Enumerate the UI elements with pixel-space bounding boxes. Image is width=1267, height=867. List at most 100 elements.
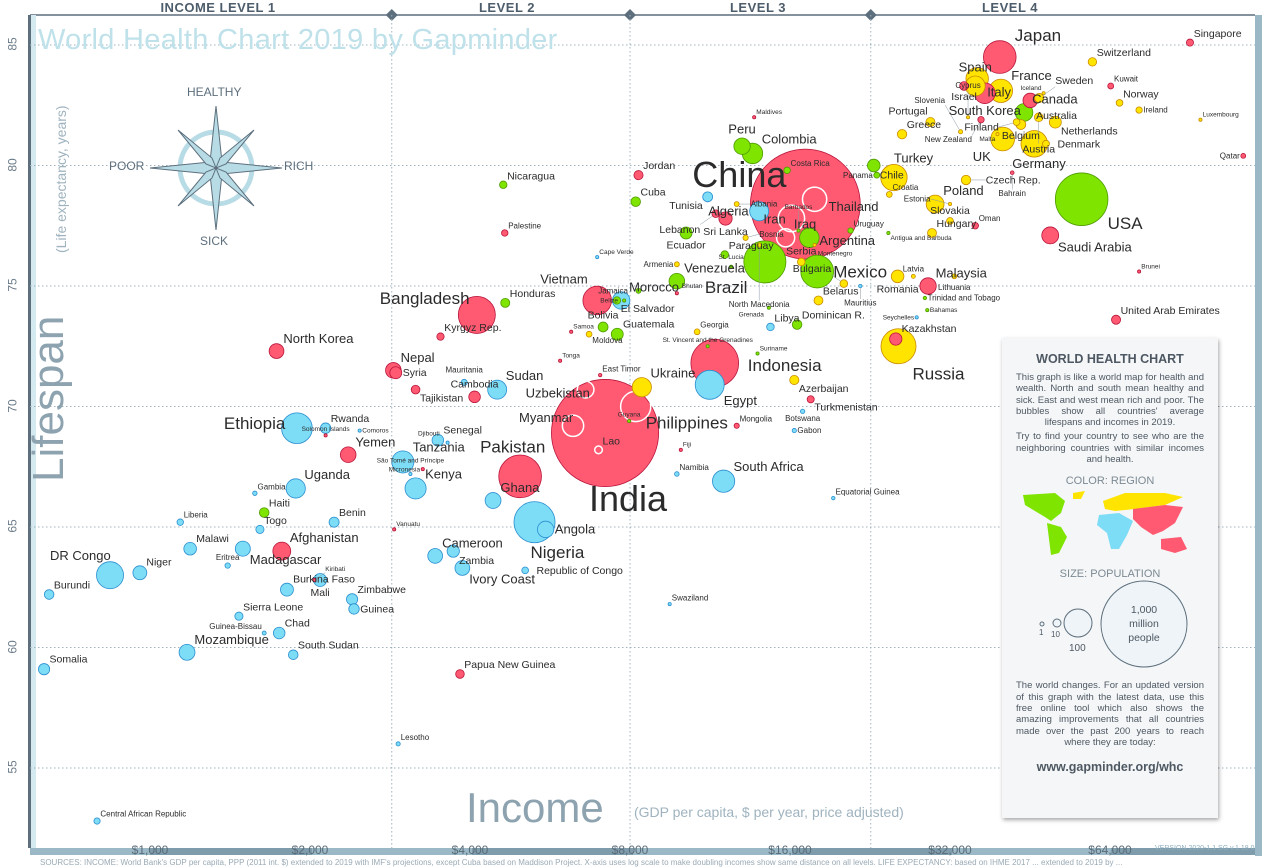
country-bubble <box>1198 117 1203 122</box>
country-label: Bahrain <box>998 189 1026 198</box>
country-bubble <box>712 469 736 493</box>
country-bubble <box>693 328 701 336</box>
country-label: Guinea <box>360 603 394 615</box>
country-label: Mali <box>311 587 330 599</box>
country-label: Iraq <box>794 217 816 232</box>
country-label: Israel <box>951 91 977 103</box>
country-bubble <box>404 477 427 500</box>
country-label: Ivory Coast <box>469 571 535 586</box>
country-label: Russia <box>913 364 966 383</box>
country-bubble <box>255 524 265 534</box>
country-label: Bahamas <box>930 307 958 314</box>
country-label: St. Lucia <box>719 254 745 261</box>
country-label: Italy <box>987 84 1011 99</box>
country-label: Sweden <box>1055 75 1093 87</box>
country-bubble <box>960 174 972 186</box>
country-bubble <box>791 319 803 330</box>
country-bubble <box>312 578 317 583</box>
country-label: Peru <box>728 122 755 137</box>
country-label: Japan <box>1015 26 1061 45</box>
country-labels: China India USA Indonesia Pakistan Brazil Nige… <box>50 26 1242 819</box>
country-label: Lebanon <box>659 224 700 236</box>
country-bubble <box>460 378 468 386</box>
country-label: Switzerland <box>1097 47 1151 59</box>
income-level-4-label: LEVEL 4 <box>981 0 1039 15</box>
country-bubble <box>983 40 1017 74</box>
country-label: Moldova <box>592 336 623 345</box>
y-tick-label: 85 <box>5 37 20 51</box>
country-bubble <box>766 305 771 310</box>
country-label: Bulgaria <box>793 263 832 275</box>
country-label: Benin <box>339 507 366 519</box>
country-bubble <box>783 166 791 174</box>
country-label: Malawi <box>196 533 229 545</box>
country-bubble <box>598 373 603 378</box>
country-label: Estonia <box>904 195 931 204</box>
country-bubble <box>752 115 757 120</box>
country-label: Angola <box>555 522 596 537</box>
country-label: Barbados <box>785 204 814 211</box>
compass-north-label: HEALTHY <box>187 85 242 99</box>
country-bubble <box>977 116 985 124</box>
country-bubble <box>880 163 908 192</box>
country-label: Saudi Arabia <box>1058 240 1132 255</box>
country-label: Tunisia <box>669 200 703 212</box>
country-bubble <box>925 194 945 214</box>
panel-find-country: Try to find your country to see who are … <box>1016 431 1204 466</box>
country-label: Somalia <box>50 654 88 666</box>
country-label: Mexico <box>833 263 887 282</box>
x-tick-label: $32,000 <box>928 843 972 857</box>
country-label: Germany <box>1012 156 1066 171</box>
country-bubble <box>705 344 710 349</box>
country-bubble <box>756 242 762 248</box>
compass-west-label: POOR <box>109 159 145 173</box>
country-label: Grenada <box>739 312 765 319</box>
compass-south-label: SICK <box>200 234 229 248</box>
country-label: Yemen <box>355 434 395 449</box>
country-label: Philippines <box>646 414 728 433</box>
country-bubble <box>395 741 401 747</box>
x-tick-label: $16,000 <box>768 843 812 857</box>
country-label: Nigeria <box>531 543 585 562</box>
country-label: Haiti <box>269 498 290 510</box>
country-label: Cuba <box>641 187 666 199</box>
country-bubble <box>1115 99 1124 107</box>
country-label: Ethiopia <box>224 414 286 433</box>
country-bubble <box>910 273 916 279</box>
country-label: Denmark <box>1058 138 1101 150</box>
label-leader-line <box>700 215 713 225</box>
country-label: UK <box>973 149 991 164</box>
country-label: Qatar <box>1220 152 1240 161</box>
country-bubble <box>720 250 729 259</box>
country-label: Mongolia <box>740 415 773 424</box>
country-bubble <box>1087 57 1098 67</box>
country-bubble <box>319 422 332 434</box>
country-label: Australia <box>1036 110 1077 122</box>
country-label: Togo <box>264 515 287 527</box>
country-label: Morocco <box>629 280 679 295</box>
country-label: France <box>1011 68 1051 83</box>
country-bubble <box>800 254 834 289</box>
country-label: Kuwait <box>1114 75 1139 84</box>
country-bubbles <box>38 38 1247 825</box>
country-bubble <box>925 117 936 128</box>
country-label: Rwanda <box>331 413 370 425</box>
country-label: Tonga <box>562 353 580 360</box>
info-panel: WORLD HEALTH CHART This graph is like a … <box>1002 338 1218 818</box>
country-bubble <box>813 295 824 306</box>
country-label: Pakistan <box>480 437 545 456</box>
axis-band-segment <box>150 848 312 855</box>
country-label: China <box>692 154 787 195</box>
country-bubble <box>775 227 796 248</box>
country-label: Namibia <box>680 463 710 472</box>
country-label: Slovakia <box>930 205 970 217</box>
y-tick-label: 80 <box>5 157 20 172</box>
country-label: São Tomé and Príncipe <box>377 458 445 465</box>
country-bubble <box>558 358 563 363</box>
y-axis-subtitle: (Life expectancy, years) <box>53 105 69 253</box>
country-bubble <box>445 440 450 445</box>
country-bubble <box>1107 82 1115 90</box>
size-legend: 1 10 100 1,000 million people <box>1002 580 1218 680</box>
gapminder-link[interactable]: www.gapminder.org/whc <box>1036 760 1184 775</box>
country-label: Tajikistan <box>420 392 463 404</box>
